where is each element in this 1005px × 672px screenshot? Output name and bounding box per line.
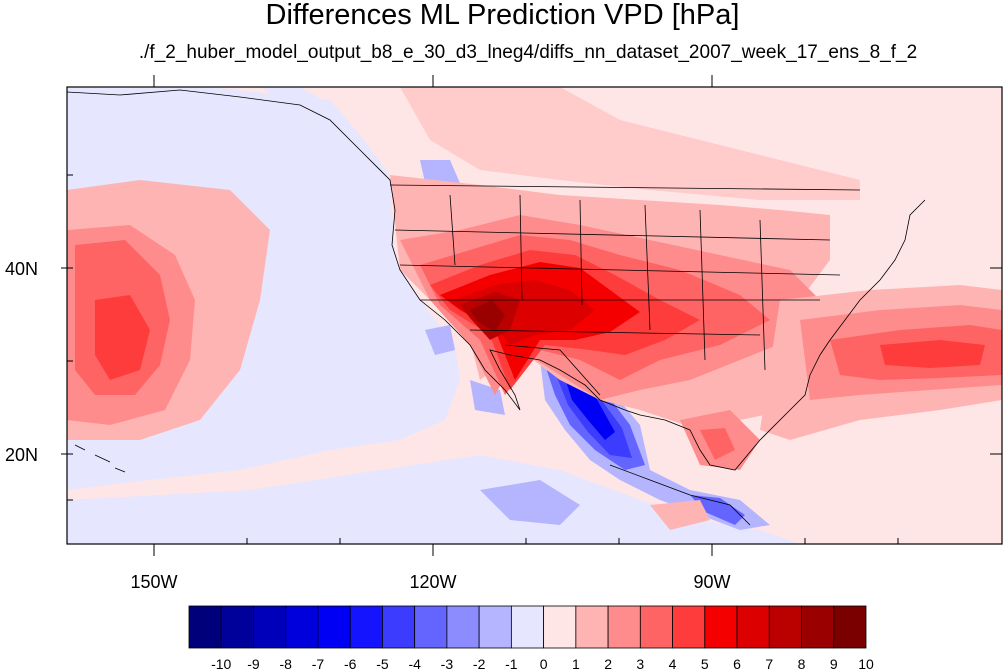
colorbar-label: 4: [669, 656, 677, 672]
colorbar-swatch: [349, 605, 383, 649]
positive-anomaly-areas: [67, 87, 1002, 530]
colorbar-swatch: [672, 605, 706, 649]
map-title: Differences ML Prediction VPD [hPa]: [265, 0, 740, 31]
colorbar-swatch: [736, 605, 770, 649]
colorbar-swatch: [704, 605, 738, 649]
colorbar-swatch: [639, 605, 673, 649]
coastlines-and-borders: [67, 89, 926, 526]
colorbar-swatch: [253, 605, 287, 649]
colorbar-label: -1: [505, 656, 518, 672]
plot-frame: [66, 86, 1003, 545]
colorbar-swatch: [768, 605, 802, 649]
colorbar-swatch: [188, 605, 222, 649]
colorbar-label: 0: [540, 656, 548, 672]
colorbar-label: -3: [441, 656, 454, 672]
colorbar-label: 7: [765, 656, 773, 672]
colorbar-swatch: [833, 605, 867, 649]
colorbar-label: 8: [798, 656, 806, 672]
colorbar-swatch: [317, 605, 351, 649]
x-tick-label: 90W: [693, 572, 730, 592]
colorbar-label: 6: [733, 656, 741, 672]
colorbar-label: -10: [211, 656, 231, 672]
colorbar-swatch: [478, 605, 512, 649]
colorbar-swatch: [607, 605, 641, 649]
axis-tick-labels: 150W 120W 90W 40N 20N: [5, 259, 731, 592]
colorbar-swatch: [510, 605, 545, 649]
colorbar-swatch: [543, 605, 577, 649]
colorbar-label: -6: [344, 656, 357, 672]
y-tick-label: 40N: [5, 259, 38, 279]
colorbar-label: -7: [312, 656, 325, 672]
colorbar: -10 -9 -8 -7 -6 -5 -4 -3 -2 -1 0 1 2 3 4 5 6 7 8 9 10: [188, 605, 874, 672]
colorbar-swatch: [575, 605, 609, 649]
colorbar-label: 1: [572, 656, 580, 672]
axis-ticks: [61, 75, 1002, 556]
colorbar-label: -8: [279, 656, 292, 672]
colorbar-swatch: [285, 605, 319, 649]
x-tick-label: 120W: [409, 572, 456, 592]
colorbar-swatch: [220, 605, 254, 649]
colorbar-swatch: [446, 605, 480, 649]
colorbar-swatch: [801, 605, 835, 649]
x-tick-label: 150W: [130, 572, 177, 592]
colorbar-label: -2: [473, 656, 486, 672]
map-subtitle: ./f_2_huber_model_output_b8_e_30_d3_lneg…: [138, 42, 918, 63]
colorbar-label: 3: [636, 656, 644, 672]
colorbar-swatch: [382, 605, 416, 649]
colorbar-label: 5: [701, 656, 709, 672]
colorbar-label: 10: [858, 656, 874, 672]
vpd-difference-field: [67, 87, 1002, 544]
colorbar-label: -9: [247, 656, 260, 672]
colorbar-label: 2: [604, 656, 612, 672]
colorbar-swatch: [414, 605, 448, 649]
colorbar-label: 9: [830, 656, 838, 672]
y-tick-label: 20N: [5, 445, 38, 465]
colorbar-label: -4: [408, 656, 421, 672]
colorbar-label: -5: [376, 656, 389, 672]
